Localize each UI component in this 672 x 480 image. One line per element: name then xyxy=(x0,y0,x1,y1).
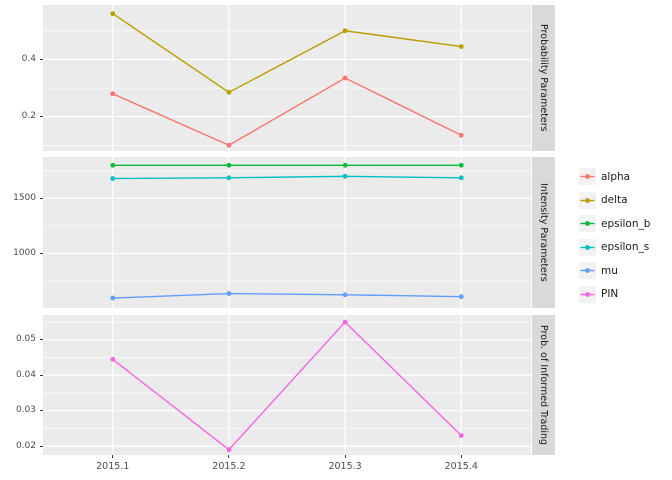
legend-key-alpha xyxy=(579,168,596,185)
y-tick-label-panel3: 0.05 xyxy=(15,334,36,345)
facet-strip-label: Probability Parameters xyxy=(538,24,549,132)
legend-key-glyph xyxy=(580,244,595,250)
data-point-epsilon_s xyxy=(226,175,232,181)
data-point-mu xyxy=(226,291,232,296)
x-tick-label: 2015.3 xyxy=(328,461,362,472)
y-tick-label-panel3: 0.03 xyxy=(15,405,36,416)
legend-item-delta: delta xyxy=(579,191,650,209)
facet-strip-1: Probability Parameters xyxy=(532,5,555,151)
y-tick-mark-panel3 xyxy=(40,445,43,447)
data-point-PIN xyxy=(458,433,464,438)
data-point-delta xyxy=(110,11,116,16)
legend-key-glyph xyxy=(580,174,595,179)
legend-point xyxy=(585,197,590,203)
series-line-delta xyxy=(112,13,462,94)
x-tick-label: 2015.2 xyxy=(212,461,246,472)
panel-1 xyxy=(43,5,531,151)
legend-point xyxy=(585,221,590,226)
y-tick-label-panel2: 1000 xyxy=(13,247,36,258)
data-point-epsilon_s xyxy=(110,176,116,181)
data-point-epsilon_b xyxy=(226,162,232,168)
y-tick-mark-panel1 xyxy=(40,116,43,118)
legend-label-delta: delta xyxy=(601,194,628,206)
facet-strip-3: Prob. of Informed Trading xyxy=(532,315,555,455)
y-tick-label-panel1: 0.2 xyxy=(21,111,36,122)
data-point-PIN xyxy=(110,356,116,362)
panel-background xyxy=(43,157,531,308)
legend-label-PIN: PIN xyxy=(601,288,619,300)
data-point-epsilon_b xyxy=(458,162,464,168)
legend-key-glyph xyxy=(580,291,595,297)
data-point-alpha xyxy=(342,75,348,81)
legend-key-glyph xyxy=(580,268,595,273)
data-point-PIN xyxy=(342,319,348,325)
legend-item-epsilon_s: epsilon_s xyxy=(579,238,650,256)
data-point-delta xyxy=(226,89,232,95)
data-point-mu xyxy=(342,292,348,298)
legend-item-mu: mu xyxy=(579,262,650,279)
series-line-alpha xyxy=(112,77,462,147)
x-tick-mark xyxy=(344,455,346,458)
legend-key-delta xyxy=(579,191,596,209)
legend-label-epsilon_b: epsilon_b xyxy=(601,217,651,230)
y-tick-mark-panel3 xyxy=(40,339,43,341)
series-line-mu xyxy=(112,292,462,299)
x-tick-mark xyxy=(112,455,114,458)
data-point-epsilon_b xyxy=(342,162,348,168)
legend-key-PIN xyxy=(579,285,596,303)
legend-key-epsilon_b xyxy=(579,215,596,232)
x-tick-label: 2015.4 xyxy=(444,461,478,472)
facet-strip-label: Prob. of Informed Trading xyxy=(538,324,549,446)
legend-point xyxy=(585,268,590,273)
legend-key-glyph xyxy=(580,197,595,203)
data-point-mu xyxy=(458,294,464,300)
data-point-mu xyxy=(110,295,116,301)
legend-point xyxy=(585,174,590,179)
panel-2 xyxy=(43,157,531,308)
y-tick-label-panel3: 0.02 xyxy=(15,440,36,451)
legend-label-alpha: alpha xyxy=(601,170,631,183)
data-point-epsilon_s xyxy=(342,173,348,179)
data-point-alpha xyxy=(226,142,232,148)
legend-key-epsilon_s xyxy=(579,238,596,256)
y-tick-mark-panel1 xyxy=(40,58,43,60)
facet-strip-2: Intensity Parameters xyxy=(532,157,555,308)
y-tick-label-panel1: 0.4 xyxy=(21,53,36,64)
x-tick-label: 2015.1 xyxy=(96,461,130,472)
legend-item-epsilon_b: epsilon_b xyxy=(579,215,650,232)
legend-item-PIN: PIN xyxy=(579,285,650,303)
y-tick-mark-panel2 xyxy=(40,252,43,254)
legend-item-alpha: alpha xyxy=(579,168,650,185)
y-tick-label-panel2: 1500 xyxy=(13,192,36,203)
legend-label-epsilon_s: epsilon_s xyxy=(601,241,650,253)
y-tick-mark-panel2 xyxy=(40,197,43,199)
facet-strip-label: Intensity Parameters xyxy=(538,183,549,282)
panel-background xyxy=(43,5,531,151)
x-tick-mark xyxy=(460,455,462,458)
panel-3 xyxy=(43,315,531,455)
y-tick-mark-panel3 xyxy=(40,410,43,412)
legend-label-mu: mu xyxy=(601,264,618,277)
data-point-alpha xyxy=(110,91,116,97)
data-point-PIN xyxy=(226,447,232,453)
series-line-PIN xyxy=(112,321,462,451)
data-point-delta xyxy=(458,44,464,49)
legend-key-glyph xyxy=(580,221,595,226)
data-point-epsilon_b xyxy=(110,162,116,168)
series-line-epsilon_s xyxy=(112,175,462,180)
legend-key-mu xyxy=(579,262,596,279)
data-point-alpha xyxy=(458,132,464,138)
legend-point xyxy=(585,244,590,250)
y-tick-mark-panel3 xyxy=(40,374,43,376)
data-point-delta xyxy=(342,28,348,34)
legend-point xyxy=(585,291,590,297)
data-point-epsilon_s xyxy=(458,175,464,181)
x-tick-mark xyxy=(228,455,230,458)
y-tick-label-panel3: 0.04 xyxy=(15,369,36,380)
